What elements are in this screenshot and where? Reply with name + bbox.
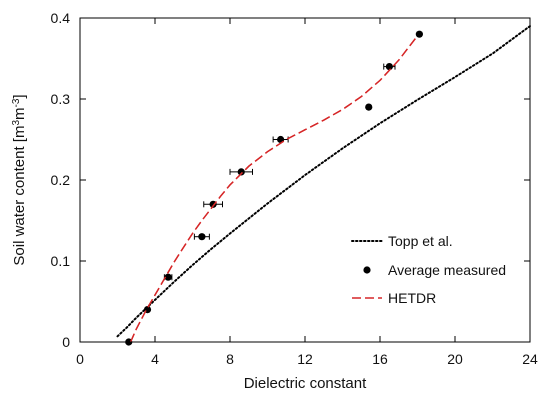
data-point bbox=[198, 233, 206, 241]
legend-label: Topp et al. bbox=[388, 233, 453, 249]
y-axis-label-suffix: ] bbox=[11, 94, 28, 98]
y-axis-label: Soil water content [m3m-3] bbox=[11, 94, 29, 265]
y-tick-label: 0 bbox=[62, 334, 70, 350]
series-line-overlay bbox=[129, 35, 419, 343]
y-axis-label-mid: m bbox=[11, 107, 28, 120]
x-tick-label: 12 bbox=[297, 351, 313, 367]
x-tick-label: 20 bbox=[447, 351, 463, 367]
data-point bbox=[415, 30, 423, 38]
y-tick-label: 0.4 bbox=[51, 10, 71, 26]
x-tick-label: 16 bbox=[372, 351, 388, 367]
x-tick-label: 8 bbox=[226, 351, 234, 367]
legend-label: HETDR bbox=[388, 290, 436, 306]
x-tick-label: 4 bbox=[151, 351, 159, 367]
data-point bbox=[385, 63, 393, 71]
y-tick-label: 0.3 bbox=[51, 91, 71, 107]
legend-swatch bbox=[363, 266, 371, 274]
plot-area bbox=[116, 25, 531, 346]
plot-frame bbox=[79, 17, 531, 343]
legend: Topp et al. Average measured HETDR bbox=[351, 233, 506, 306]
legend-label: Average measured bbox=[388, 262, 506, 278]
x-tick-label: 0 bbox=[76, 351, 84, 367]
axes: 0 4 8 12 16 20 24 0 0.1 0.2 0.3 0.4 bbox=[51, 10, 538, 367]
y-tick-label: 0.2 bbox=[51, 172, 71, 188]
series-line-dashed bbox=[129, 35, 419, 343]
series-line-dotted bbox=[116, 25, 531, 338]
x-axis-label: Dielectric constant bbox=[244, 375, 367, 392]
y-axis-label-sup2: -3 bbox=[11, 98, 22, 107]
data-point bbox=[237, 168, 245, 176]
y-axis-label-prefix: Soil water content [m bbox=[11, 126, 28, 266]
data-point bbox=[164, 273, 172, 281]
x-tick-label: 24 bbox=[522, 351, 538, 367]
y-tick-label: 0.1 bbox=[51, 253, 71, 269]
data-point bbox=[365, 103, 373, 111]
y-axis-label-sup1: 3 bbox=[11, 120, 22, 126]
